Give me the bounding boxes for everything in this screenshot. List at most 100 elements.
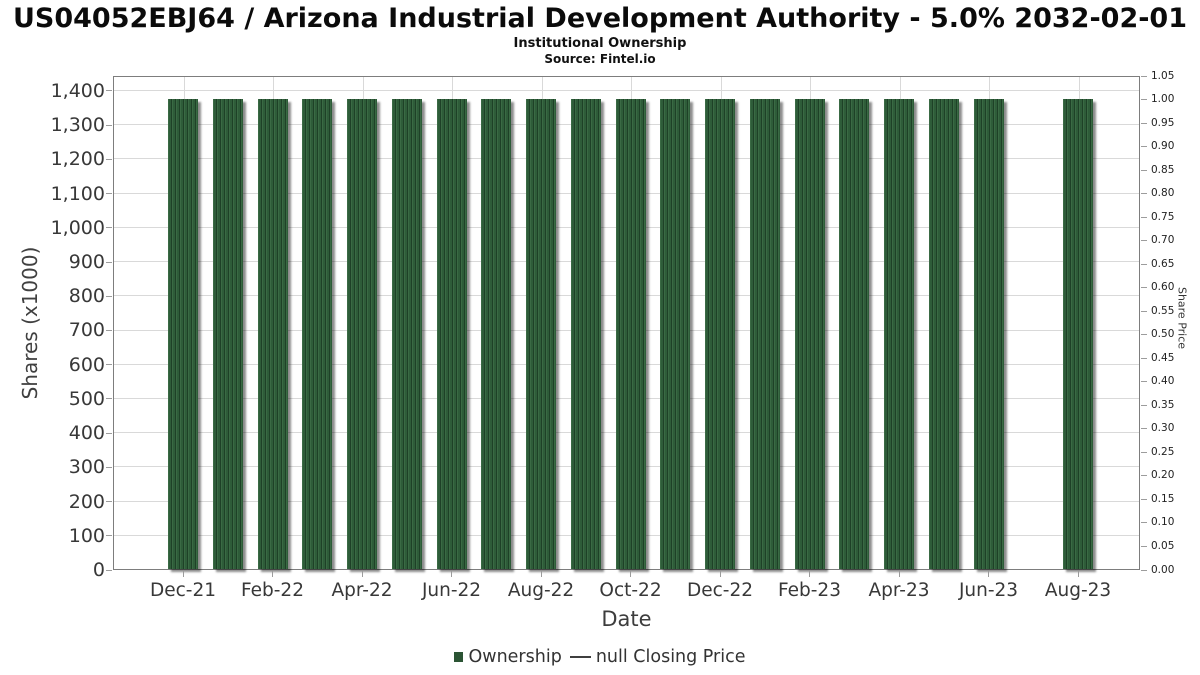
y-axis-tick-right: [1141, 569, 1147, 571]
chart-title: US04052EBJ64 / Arizona Industrial Develo…: [12, 3, 1188, 34]
y-tick-label-left: 1,300: [50, 114, 105, 137]
legend-item-closing-price: null Closing Price: [569, 647, 746, 667]
legend-label-ownership: Ownership: [468, 647, 562, 667]
plot-area: [113, 76, 1140, 570]
y-tick-label-right: 0.00: [1151, 563, 1175, 576]
y-tick-label-left: 100: [68, 524, 105, 547]
y-tick-label-right: 0.10: [1151, 516, 1175, 529]
y-tick-label-right: 0.70: [1151, 234, 1175, 247]
y-axis-tick-left: [106, 90, 112, 92]
y-tick-label-left: 300: [68, 456, 105, 479]
ownership-bar: [391, 98, 422, 569]
y-axis-tick-right: [1141, 263, 1147, 265]
y-tick-label-left: 1,200: [50, 148, 105, 171]
ownership-square-icon: [454, 652, 464, 662]
x-axis-title: Date: [601, 607, 652, 631]
ownership-bar: [436, 98, 467, 569]
x-tick-label: Dec-21: [149, 580, 216, 601]
y-axis-title-right: Share Price: [1175, 286, 1189, 350]
x-axis-tick: [272, 571, 273, 577]
y-tick-label-right: 0.95: [1151, 116, 1175, 129]
ownership-bar: [973, 98, 1004, 569]
x-tick-label: Aug-23: [1044, 580, 1112, 601]
y-tick-label-left: 500: [68, 387, 105, 410]
y-tick-label-right: 0.50: [1151, 328, 1175, 341]
ownership-bar: [570, 98, 601, 569]
x-axis-tick: [361, 571, 363, 577]
y-tick-label-right: 0.15: [1151, 492, 1175, 505]
y-tick-label-right: 0.80: [1151, 187, 1175, 200]
y-axis-tick-right: [1141, 381, 1147, 383]
y-tick-label-left: 1,100: [50, 182, 105, 205]
ownership-bar: [660, 98, 691, 569]
x-axis-tick: [809, 571, 810, 577]
y-tick-label-left: 400: [68, 422, 105, 445]
y-tick-label-right: 0.55: [1151, 304, 1175, 317]
ownership-bar: [615, 98, 646, 569]
y-axis-tick-right: [1141, 498, 1147, 500]
y-tick-label-left: 1,000: [50, 216, 105, 239]
y-axis-tick-right: [1141, 193, 1147, 195]
x-tick-label: Apr-23: [868, 580, 930, 601]
x-axis-tick: [540, 571, 542, 577]
ownership-bar: [794, 98, 825, 569]
x-axis-tick: [719, 571, 721, 577]
y-axis-tick-left: [106, 295, 112, 297]
y-axis-tick-left: [106, 193, 112, 195]
y-tick-label-left: 200: [68, 490, 105, 513]
y-axis-tick-right: [1141, 545, 1147, 547]
y-axis-tick-right: [1141, 216, 1147, 218]
x-tick-label: Jun-22: [421, 580, 482, 601]
y-tick-label-left: 900: [68, 251, 105, 274]
ownership-bar: [928, 98, 959, 569]
y-axis-tick-right: [1141, 146, 1147, 148]
x-tick-label: Jun-23: [958, 580, 1019, 601]
y-axis-tick-left: [106, 398, 112, 400]
x-axis-tick: [451, 571, 452, 577]
y-axis-tick-left: [106, 364, 112, 366]
y-tick-label-left: 0: [92, 559, 105, 581]
ownership-bar: [749, 98, 780, 569]
y-axis-tick-right: [1141, 287, 1147, 289]
ownership-bar: [884, 98, 914, 569]
ownership-bar: [347, 98, 377, 569]
y-tick-label-right: 0.90: [1151, 140, 1175, 153]
y-tick-label-left: 1,400: [50, 79, 105, 102]
y-axis-tick-left: [106, 124, 112, 126]
y-axis-tick-right: [1141, 99, 1147, 101]
y-axis-tick-right: [1141, 404, 1147, 406]
x-tick-label: Apr-22: [331, 580, 393, 601]
chart-source-attribution: Source: Fintel.io: [544, 52, 656, 66]
y-tick-label-right: 0.25: [1151, 445, 1175, 458]
ownership-bar: [839, 98, 870, 569]
y-axis-tick-left: [106, 261, 112, 263]
x-axis-tick: [182, 571, 184, 577]
ownership-bar: [705, 98, 735, 569]
ownership-bar: [257, 98, 288, 569]
x-axis-tick: [1077, 571, 1079, 577]
y-axis-tick-right: [1141, 357, 1147, 359]
y-axis-tick-left: [106, 227, 112, 229]
y-axis-tick-left: [106, 329, 112, 331]
ownership-bar: [1063, 98, 1093, 569]
y-tick-label-right: 1.05: [1151, 69, 1175, 82]
y-axis-tick-right: [1141, 122, 1147, 124]
x-tick-label: Aug-22: [507, 580, 575, 601]
y-tick-label-left: 700: [68, 319, 105, 342]
ownership-bar: [526, 98, 556, 569]
legend-label-closing-price: null Closing Price: [595, 647, 746, 667]
x-tick-label: Oct-22: [599, 580, 662, 601]
y-tick-label-right: 0.40: [1151, 375, 1175, 388]
x-tick-label: Dec-22: [686, 580, 753, 601]
x-tick-label: Feb-23: [778, 580, 841, 601]
y-axis-tick-right: [1141, 428, 1147, 430]
y-axis-tick-left: [106, 569, 112, 571]
y-axis-tick-left: [106, 158, 112, 160]
legend-item-ownership: Ownership: [454, 647, 562, 667]
y-axis-tick-left: [106, 432, 112, 434]
y-tick-label-left: 800: [68, 285, 105, 308]
x-axis-tick: [898, 571, 900, 577]
y-tick-label-right: 0.35: [1151, 398, 1175, 411]
y-tick-label-right: 0.65: [1151, 257, 1175, 270]
